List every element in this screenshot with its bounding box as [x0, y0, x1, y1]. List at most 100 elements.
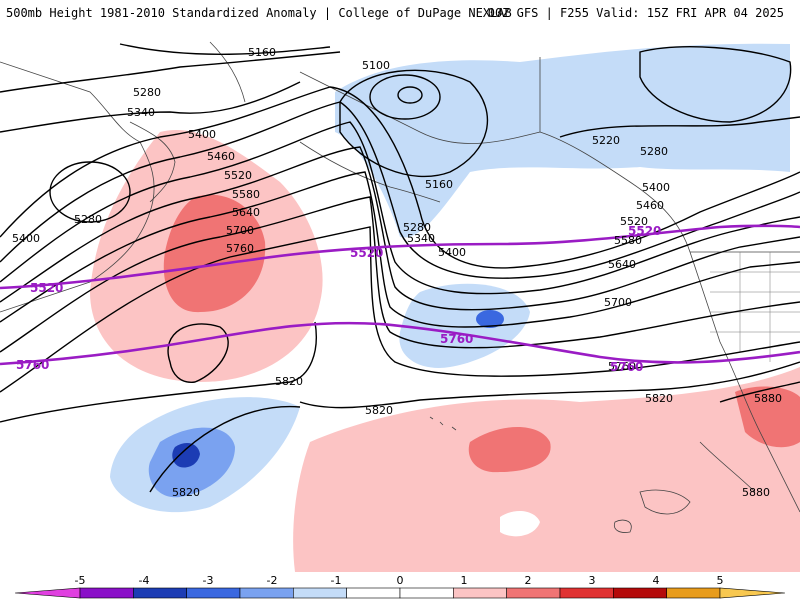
colorbar-tick-label: 3 — [589, 574, 596, 587]
height-label: 5280 — [133, 86, 161, 99]
height-label: 5580 — [232, 188, 260, 201]
positive-anomaly-subtropical-core — [468, 427, 551, 473]
near-zero-hole — [500, 510, 540, 537]
climo-label: 5520 — [350, 246, 383, 260]
height-label: 5520 — [620, 215, 648, 228]
height-label: 5160 — [425, 178, 453, 191]
colorbar-tick-labels: -5 -4 -3 -2 -1 0 1 2 3 4 5 — [75, 574, 724, 587]
height-label: 5460 — [636, 199, 664, 212]
colorbar-extend-low — [14, 587, 81, 599]
contour-5700 — [0, 196, 800, 353]
baja-coastline — [699, 441, 756, 493]
colorbar-segment — [666, 587, 721, 599]
climo-5760 — [0, 321, 800, 366]
height-label: 5820 — [275, 375, 303, 388]
colorbar-segment — [133, 587, 187, 599]
height-labels: 5160 5100 5280 5340 5400 5460 5520 5580 … — [12, 46, 782, 499]
geography — [0, 41, 800, 533]
height-label: 5820 — [172, 486, 200, 499]
negative-anomaly-central — [399, 283, 530, 368]
height-label: 5640 — [608, 258, 636, 271]
colorbar-segment — [559, 587, 614, 599]
colorbar-tick-label: 0 — [397, 574, 404, 587]
climo-label: 5760 — [440, 332, 473, 346]
colorbar-segment — [239, 587, 294, 599]
mexico-coastline — [613, 489, 691, 533]
contour-5400 — [0, 86, 800, 269]
contour-5100-low-alaska — [369, 74, 441, 120]
colorbar-tick-label: 1 — [461, 574, 468, 587]
colorbar-segment — [399, 587, 454, 599]
height-label: 5400 — [12, 232, 40, 245]
colorbar-segment — [613, 587, 667, 599]
north-america-coastline — [689, 251, 800, 513]
contour-5820-south-low — [149, 405, 301, 493]
model-valid-time: 00Z GFS | F255 Valid: 15Z FRI APR 04 202… — [487, 6, 784, 20]
height-label: 5700 — [604, 296, 632, 309]
colorbar-tick-label: -3 — [203, 574, 214, 587]
contour-5760 — [0, 226, 800, 393]
positive-anomaly-core — [163, 194, 266, 313]
contour-5460 — [0, 101, 800, 279]
map-title: 500mb Height 1981-2010 Standardized Anom… — [6, 6, 512, 20]
state-lines — [710, 252, 800, 362]
contour-5820 — [0, 321, 800, 423]
height-label: 5340 — [407, 232, 435, 245]
colorbar-segments — [14, 587, 786, 599]
negative-anomaly-alaska — [335, 43, 790, 238]
climatology-contours — [0, 224, 800, 366]
height-label: 5700 — [226, 224, 254, 237]
height-label: 5640 — [232, 206, 260, 219]
height-label: 5280 — [640, 145, 668, 158]
asia-coastline — [0, 61, 155, 313]
colorbar-tick-label: -4 — [139, 574, 150, 587]
anomaly-colorbar: -5 -4 -3 -2 -1 0 1 2 3 4 5 — [14, 574, 786, 599]
hawaii-islands — [429, 416, 457, 431]
climo-label: 5760 — [16, 358, 49, 372]
positive-anomaly-mexico — [735, 386, 800, 448]
contour-5760-loop — [167, 323, 229, 383]
height-label: 5520 — [224, 169, 252, 182]
anomaly-map: 5160 5100 5280 5340 5400 5460 5520 5580 … — [0, 41, 800, 572]
height-label: 5400 — [438, 246, 466, 259]
japan-coastline — [129, 121, 176, 203]
colorbar-tick-label: -2 — [267, 574, 278, 587]
height-label: 5820 — [645, 392, 673, 405]
height-label: 5400 — [188, 128, 216, 141]
colorbar-tick-label: -1 — [331, 574, 342, 587]
colorbar-segment — [346, 587, 401, 599]
colorbar-tick-label: 2 — [525, 574, 532, 587]
contour-5280-north — [0, 51, 341, 93]
colorbar-segment — [453, 587, 507, 599]
contour-5640 — [0, 171, 800, 328]
contour-5160-alaska — [339, 69, 489, 178]
contour-5220-canada — [639, 46, 792, 123]
height-label: 5880 — [742, 486, 770, 499]
height-label: 5760 — [608, 360, 636, 373]
colorbar-segment — [506, 587, 561, 599]
climo-label: 5760 — [610, 360, 643, 374]
height-label: 5160 — [248, 46, 276, 59]
climo-label: 5520 — [628, 224, 661, 238]
colorbar-segment — [79, 587, 134, 599]
height-label: 5820 — [365, 404, 393, 417]
height-label: 5760 — [226, 242, 254, 255]
contour-5340 — [0, 81, 301, 133]
colorbar-tick-label: 4 — [653, 574, 660, 587]
contour-5580 — [0, 146, 800, 311]
climatology-labels: 5520 5520 5520 5760 5760 5760 — [16, 224, 661, 374]
colorbar-segment — [186, 587, 241, 599]
height-label: 5340 — [127, 106, 155, 119]
negative-anomaly-south-core — [172, 442, 200, 468]
contour-5280-low-asia — [49, 161, 131, 223]
height-label: 5580 — [614, 234, 642, 247]
contour-5280-canada — [559, 116, 800, 138]
climo-5520 — [0, 224, 800, 290]
colorbar-segment — [293, 587, 347, 599]
colorbar-extend-high — [719, 587, 786, 599]
height-label: 5400 — [642, 181, 670, 194]
colorbar-tick-label: 5 — [717, 574, 724, 587]
height-label: 5220 — [592, 134, 620, 147]
climo-label: 5520 — [30, 281, 63, 295]
height-label: 5880 — [754, 392, 782, 405]
